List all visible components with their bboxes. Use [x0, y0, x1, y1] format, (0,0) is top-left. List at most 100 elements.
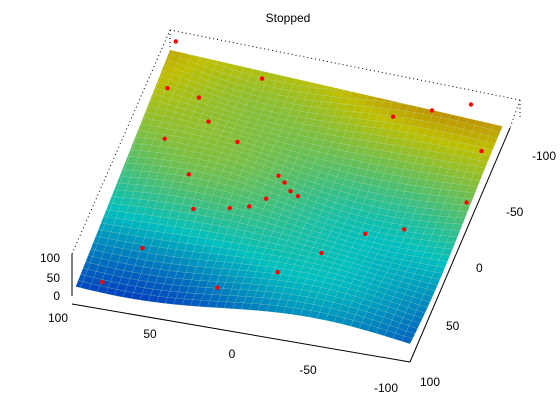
surface-patch: [394, 90, 406, 98]
surface-patch: [468, 110, 480, 120]
surface-patch: [459, 108, 472, 118]
surface-patch: [456, 94, 468, 104]
surface-patch: [385, 88, 398, 97]
y-tick-label: -100: [532, 149, 556, 163]
chart-title: Stopped: [266, 11, 311, 25]
x-tick-label: 0: [229, 347, 236, 361]
surface-patch: [487, 109, 500, 119]
scatter-point: [247, 204, 252, 209]
surface-patch: [401, 335, 413, 345]
scatter-point: [464, 200, 469, 205]
scatter-point: [319, 250, 324, 256]
surface-patch: [286, 69, 298, 79]
surface-patch: [485, 115, 497, 125]
surface-patch: [371, 80, 383, 89]
scatter-point: [275, 270, 280, 275]
surface-patch: [490, 103, 502, 113]
surface-patch: [425, 101, 438, 110]
scatter-point: [402, 227, 407, 232]
surface-patch: [320, 75, 332, 84]
surface-patch: [311, 73, 324, 82]
y-tick-label: -50: [506, 205, 524, 219]
surface-patch: [479, 107, 491, 116]
surface-patch: [498, 106, 510, 115]
surface-patch: [337, 77, 349, 85]
surface-patch: [419, 93, 432, 102]
surface-patch: [185, 41, 196, 50]
scatter-point: [264, 196, 269, 201]
scatter-point: [282, 180, 287, 185]
x-tick-label: -100: [374, 381, 398, 395]
y-tick-label: 50: [446, 319, 460, 333]
scatter-point: [235, 139, 240, 145]
scatter-point: [363, 231, 368, 236]
scatter-point: [276, 173, 281, 178]
surface-patch: [405, 85, 417, 93]
scatter-point: [390, 114, 396, 119]
surface-patch: [218, 52, 230, 62]
scatter-point: [173, 39, 178, 44]
surface-patch: [343, 84, 355, 93]
scatter-point: [259, 76, 265, 81]
surface-patch: [439, 91, 451, 100]
surface-patch: [396, 84, 409, 92]
surface-patch: [402, 91, 415, 99]
surface-patch: [442, 104, 455, 113]
surface-patch: [303, 72, 315, 81]
surface-patch: [422, 87, 434, 96]
surface-patch: [354, 79, 366, 87]
scatter-point: [206, 119, 211, 124]
y-tick-label: 0: [476, 261, 483, 275]
scatter-point: [186, 172, 191, 177]
surface-patch: [368, 87, 381, 95]
surface-patch: [379, 81, 392, 90]
surface-patch: [345, 78, 358, 86]
scatter-point: [100, 279, 105, 285]
surface-patch: [447, 92, 460, 102]
surface-patch: [377, 87, 389, 96]
surface-patch: [436, 96, 449, 106]
surface-patch: [192, 50, 205, 53]
scatter-point: [165, 86, 170, 91]
scatter-point: [214, 285, 220, 290]
surface-patch: [451, 106, 463, 115]
surface-patch: [445, 98, 457, 107]
scatter-point: [191, 206, 196, 212]
surface-patch: [294, 71, 307, 80]
scatter-points: [100, 39, 484, 290]
scatter-point: [429, 108, 435, 113]
surface-patch: [388, 82, 400, 91]
y-tick-label: 100: [420, 375, 440, 389]
z-tick-label: 100: [40, 251, 60, 265]
z-tick-label: 50: [47, 271, 61, 285]
x-tick-label: 100: [48, 311, 68, 325]
surface-patch: [351, 85, 364, 93]
surface-patch: [226, 54, 239, 65]
x-tick-label: -50: [299, 363, 317, 377]
surface-patch: [473, 99, 485, 108]
surface-patch: [476, 112, 489, 122]
surface-patch: [360, 86, 372, 94]
scatter-point: [288, 189, 293, 194]
surface-patch: [408, 98, 421, 107]
surface-patch: [428, 95, 440, 104]
scatter-point: [227, 205, 232, 211]
z-tick-label: 0: [53, 289, 60, 303]
scatter-point: [140, 246, 145, 251]
surface-patch: [209, 50, 222, 59]
surface-patch: [470, 104, 483, 114]
surface-patch: [334, 83, 347, 92]
surface-patch: [481, 101, 494, 110]
scatter-point: [196, 95, 202, 100]
surface-patch: [362, 79, 375, 88]
surface-patch: [328, 76, 341, 84]
scatter-point: [162, 136, 167, 141]
axis-ticks: 100 50 0 -50 -100 -100 -50 0 50 100 0 50 100: [40, 149, 556, 395]
surface-patch: [391, 96, 404, 104]
surface-patch: [434, 102, 446, 112]
surface-patch: [235, 57, 247, 67]
surface-patch: [453, 100, 466, 109]
surface-patch: [417, 99, 429, 108]
